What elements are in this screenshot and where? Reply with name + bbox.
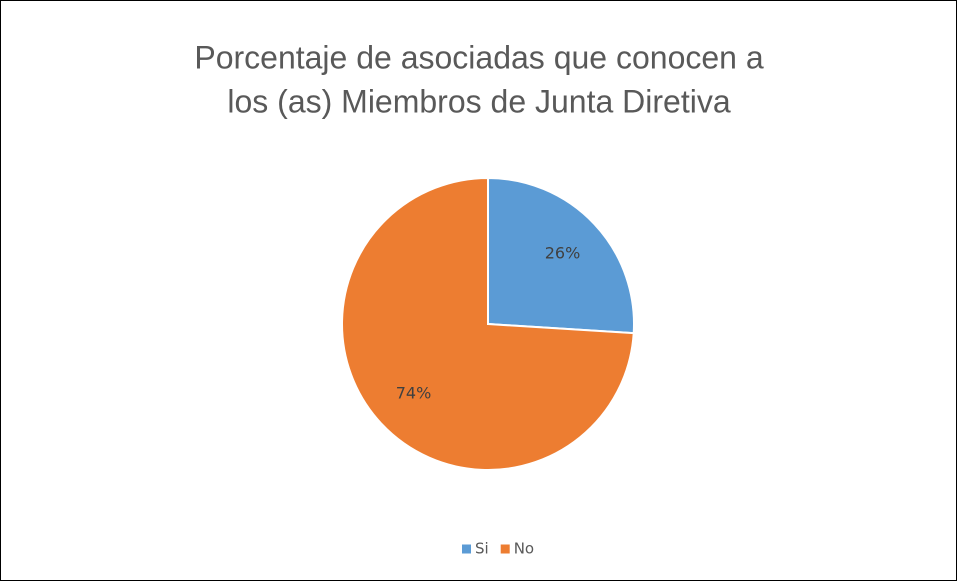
chart-title: Porcentaje de asociadas que conocen a (194, 39, 764, 75)
legend-label: No (514, 540, 534, 558)
legend-label: Si (475, 540, 489, 558)
data-label: 26% (545, 244, 581, 263)
chart-title: los (as) Miembros de Junta Diretiva (227, 83, 730, 119)
legend-swatch (500, 544, 510, 554)
pie-slice (487, 176, 635, 335)
pie-slice (341, 176, 635, 471)
data-label: 74% (396, 383, 432, 402)
legend-swatch (462, 544, 471, 554)
